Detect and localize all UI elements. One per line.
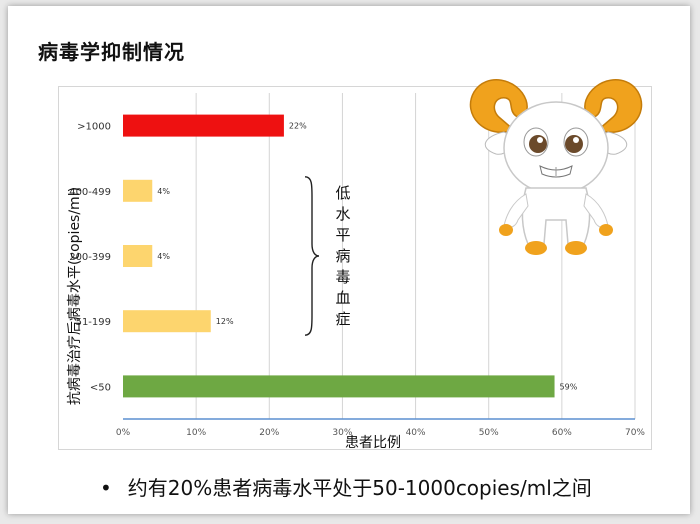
summary-bullet: • 约有20%患者病毒水平处于50-1000copies/ml之间 <box>100 472 592 501</box>
x-tick-label: 10% <box>186 428 206 438</box>
category-label: >1000 <box>77 122 111 133</box>
x-axis-label: 患者比例 <box>345 435 401 449</box>
x-tick-label: 40% <box>406 428 426 438</box>
data-label: 12% <box>216 317 234 326</box>
bar <box>123 114 284 137</box>
bar <box>123 179 153 202</box>
data-label: 59% <box>560 382 578 391</box>
bar <box>123 375 555 398</box>
x-tick-label: 30% <box>332 428 352 438</box>
data-label: 22% <box>289 122 307 131</box>
category-labels: >1000 400-499 200-399 51-199 <50 <box>69 122 111 394</box>
summary-text: 约有20%患者病毒水平处于50-1000copies/ml之间 <box>127 476 592 500</box>
y-axis-label: 抗病毒治疗后病毒水平(copies/ml) <box>67 187 83 405</box>
bullet-dot-icon: • <box>100 476 112 500</box>
bar <box>123 310 211 333</box>
x-tick-labels: 0% 10% 20% 30% 40% 50% 60% 70% <box>116 428 646 438</box>
data-label: 4% <box>157 187 170 196</box>
bars: 22% 4% 4% 12% 59% <box>123 114 578 398</box>
category-label: <50 <box>90 382 111 393</box>
category-label: 400-499 <box>69 187 111 198</box>
goat-mascot-icon <box>469 79 643 255</box>
bracket-label: 低水平病毒血症 <box>335 184 350 328</box>
category-label: 51-199 <box>76 317 111 328</box>
slide-title: 病毒学抑制情况 <box>38 40 185 64</box>
x-tick-label: 0% <box>116 428 131 438</box>
bar <box>123 245 153 267</box>
x-tick-label: 70% <box>625 428 645 438</box>
curly-brace <box>304 176 320 336</box>
data-label: 4% <box>157 252 170 261</box>
x-tick-label: 50% <box>479 428 499 438</box>
slide: 病毒学抑制情况 22% 4% 4% 12% 59% >1000 400-499 200-39… <box>8 6 690 514</box>
category-label: 200-399 <box>69 252 111 263</box>
x-tick-label: 20% <box>259 428 279 438</box>
x-tick-label: 60% <box>552 428 572 438</box>
bar-chart: 22% 4% 4% 12% 59% >1000 400-499 200-399 51-199 <… <box>67 93 646 451</box>
